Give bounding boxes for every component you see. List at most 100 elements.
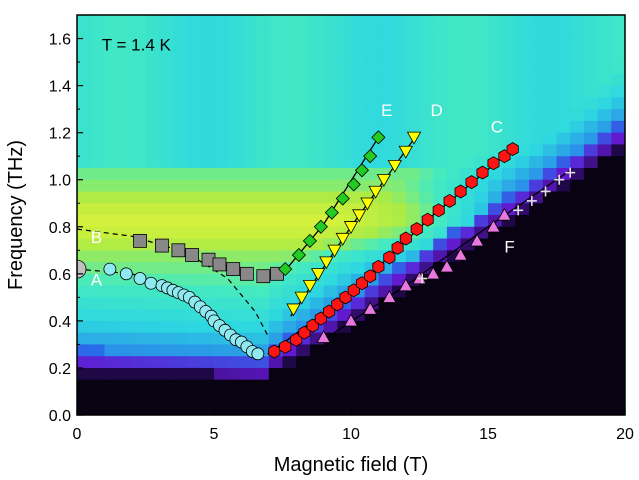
heatmap-cell xyxy=(309,132,325,146)
heatmap-cell xyxy=(392,215,407,228)
heatmap-cell xyxy=(90,391,105,404)
heatmap-cell xyxy=(405,191,421,204)
data-point-c-17 xyxy=(421,212,434,227)
heatmap-cell xyxy=(597,120,612,134)
data-point-a-0 xyxy=(103,262,117,276)
heatmap-cell xyxy=(433,332,448,346)
data-point-b-6 xyxy=(226,262,241,277)
heatmap-cell xyxy=(611,179,625,193)
heatmap-cell xyxy=(392,273,407,287)
heatmap-cell xyxy=(611,320,625,334)
heatmap-cell xyxy=(255,379,270,393)
heatmap-cell xyxy=(323,344,338,357)
heatmap-cell xyxy=(378,156,393,169)
heatmap-cell xyxy=(529,403,544,415)
heatmap-cell xyxy=(227,403,242,415)
heatmap-cell xyxy=(255,238,270,251)
heatmap-cell xyxy=(529,379,544,393)
heatmap-cell xyxy=(460,356,475,369)
heatmap-cell xyxy=(77,215,92,228)
heatmap-cell xyxy=(419,367,434,381)
data-point-f-continuation--3 xyxy=(540,186,551,197)
heatmap-cell xyxy=(77,191,92,204)
heatmap-cell xyxy=(556,26,571,40)
heatmap-cell xyxy=(200,285,215,298)
heatmap-cell xyxy=(419,85,434,98)
heatmap-cell xyxy=(419,203,434,216)
heatmap-cell xyxy=(351,367,366,381)
heatmap-cell xyxy=(241,132,256,146)
heatmap-cell xyxy=(186,97,201,110)
heatmap-cell xyxy=(77,97,92,110)
heatmap-cell xyxy=(214,356,229,369)
heatmap-cell xyxy=(337,332,352,346)
heatmap-cell xyxy=(200,379,215,393)
heatmap-cell xyxy=(433,238,448,251)
heatmap-cell xyxy=(556,379,571,393)
heatmap-cell xyxy=(556,144,571,157)
heatmap-cell xyxy=(145,191,160,204)
heatmap-cell xyxy=(611,250,625,263)
heatmap-cell xyxy=(419,297,434,310)
heatmap-cell xyxy=(282,38,297,51)
heatmap-cell xyxy=(460,109,475,122)
heatmap-cell xyxy=(529,38,544,51)
heatmap-cell xyxy=(570,120,585,134)
heatmap-cell xyxy=(255,367,270,381)
heatmap-cell xyxy=(214,179,229,193)
heatmap-cell xyxy=(214,120,229,134)
heatmap-cell xyxy=(460,97,475,110)
heatmap-cell xyxy=(446,344,462,357)
heatmap-cell xyxy=(214,367,229,381)
heatmap-cell xyxy=(172,226,188,240)
heatmap-cell xyxy=(488,26,503,40)
data-point-e-9 xyxy=(371,130,386,145)
heatmap-cell xyxy=(529,109,544,122)
heatmap-cell xyxy=(392,85,407,98)
heatmap-cell xyxy=(501,62,516,75)
heatmap-cell xyxy=(90,179,105,193)
heatmap-cell xyxy=(446,62,462,75)
heatmap-cell xyxy=(488,309,503,322)
heatmap-cell xyxy=(529,367,544,381)
heatmap-cell xyxy=(597,344,612,357)
heatmap-cell xyxy=(296,156,311,169)
data-point-a-3 xyxy=(144,276,158,290)
heatmap-cell xyxy=(255,297,270,310)
heatmap-cell xyxy=(515,344,530,357)
heatmap-cell xyxy=(268,191,284,204)
heatmap-cell xyxy=(131,285,147,298)
heatmap-cell xyxy=(309,50,325,63)
heatmap-cell xyxy=(323,120,338,134)
heatmap-cell xyxy=(90,132,105,146)
heatmap-cell xyxy=(446,109,462,122)
heatmap-cell xyxy=(515,215,530,228)
heatmap-cell xyxy=(227,156,242,169)
heatmap-cell xyxy=(583,97,599,110)
heatmap-cell xyxy=(118,332,133,346)
heatmap-cell xyxy=(501,15,516,28)
data-point-a-2 xyxy=(133,272,147,285)
heatmap-cell xyxy=(405,262,421,275)
heatmap-cell xyxy=(214,132,229,146)
heatmap-cell xyxy=(460,26,475,40)
heatmap-cell xyxy=(131,179,147,193)
heatmap-cell xyxy=(597,356,612,369)
heatmap-cell xyxy=(529,26,544,40)
annotation-6: F xyxy=(504,238,514,257)
heatmap-cell xyxy=(474,26,489,40)
heatmap-cell xyxy=(611,332,625,346)
heatmap-cell xyxy=(378,73,393,87)
heatmap-cell xyxy=(90,332,105,346)
heatmap-cell xyxy=(515,97,530,110)
heatmap-cell xyxy=(159,332,174,346)
heatmap-cell xyxy=(131,215,147,228)
heatmap-cell xyxy=(433,132,448,146)
heatmap-cell xyxy=(583,156,599,169)
heatmap-cell xyxy=(419,379,434,393)
annotation-0: T = 1.4 K xyxy=(102,35,172,54)
heatmap-cell xyxy=(337,367,352,381)
data-point-c-14 xyxy=(391,240,404,255)
heatmap-cell xyxy=(214,167,229,181)
